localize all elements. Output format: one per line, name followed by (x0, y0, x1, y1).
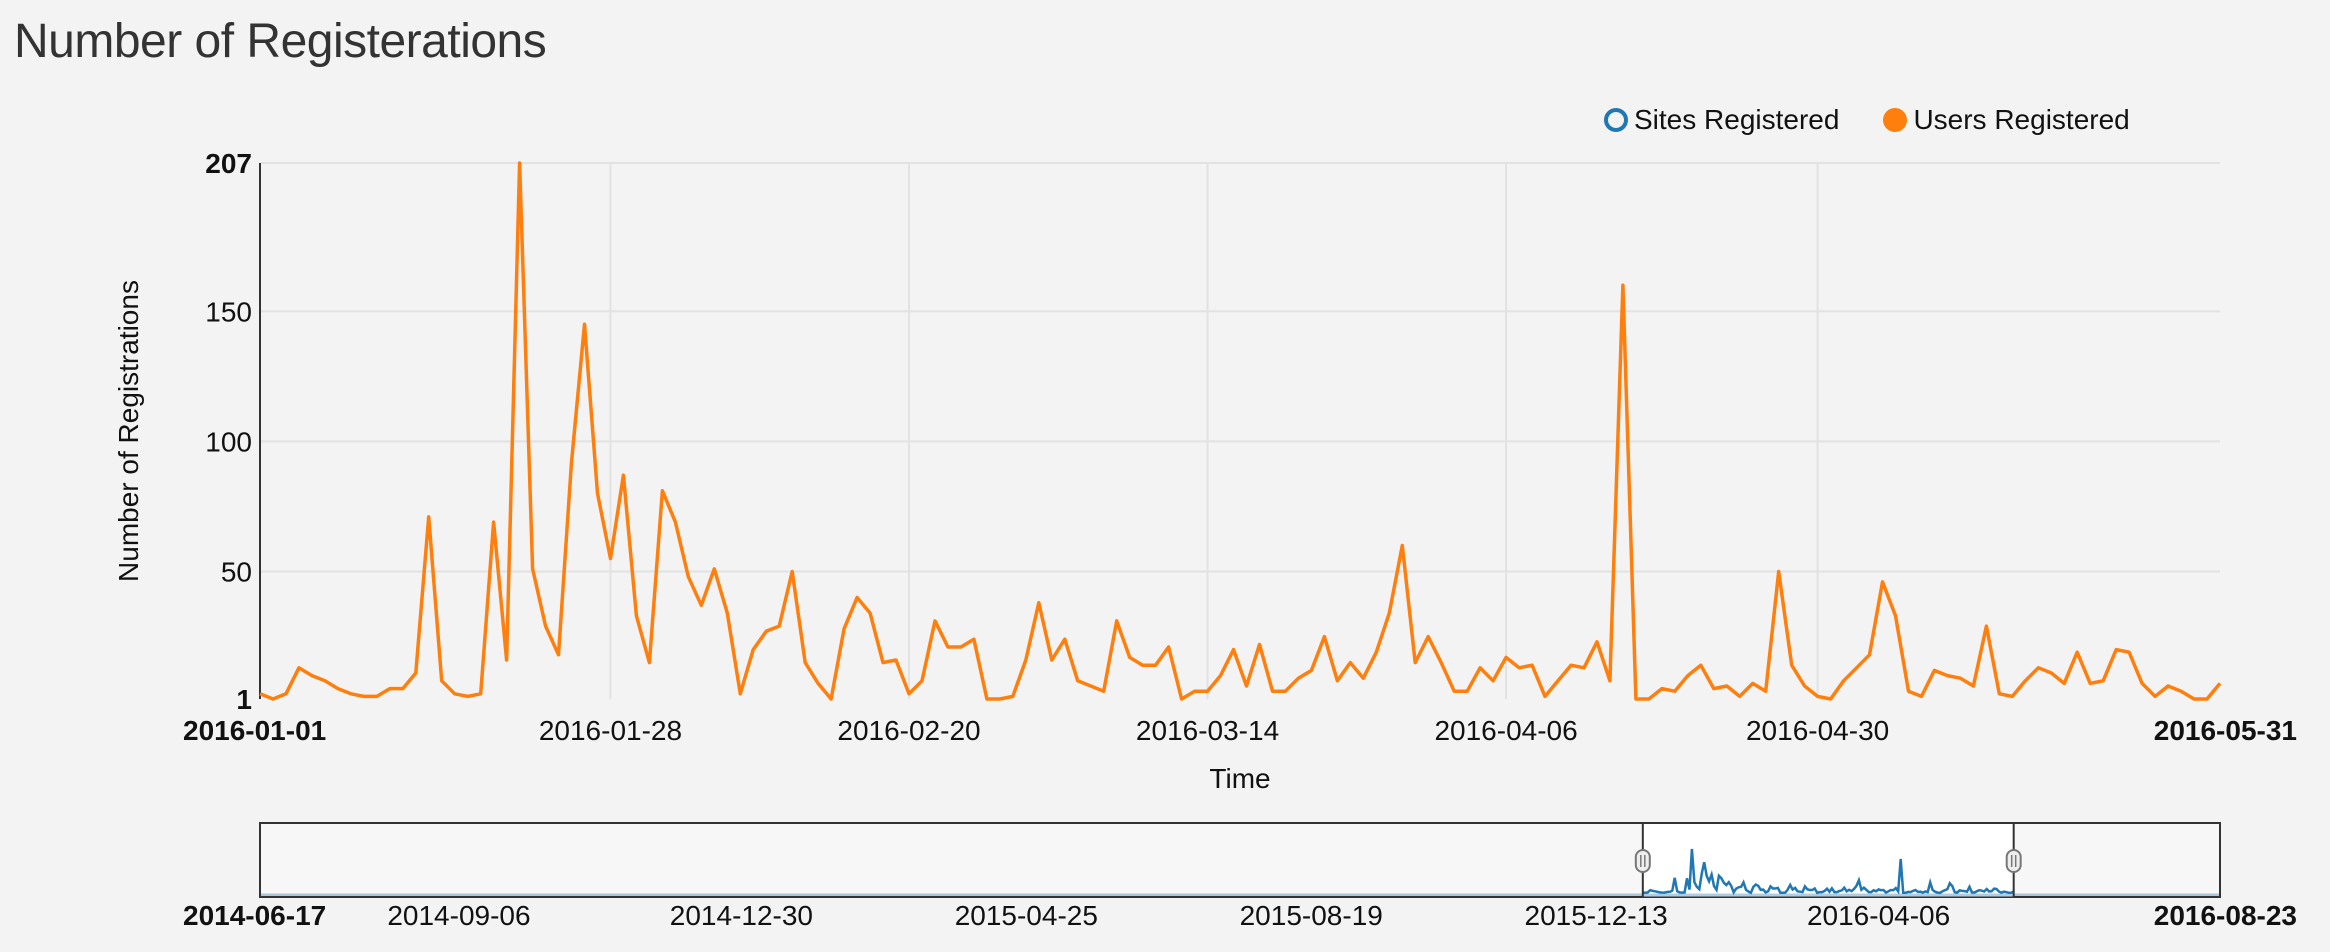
x-tick-label: 2016-04-06 (1434, 715, 1577, 746)
navigator-tick-label: 2015-04-25 (955, 900, 1098, 931)
range-navigator[interactable]: 2014-06-17 2014-09-06 2014-12-30 2015-04-25… (183, 822, 2297, 931)
x-tick-label: 2016-01-01 (183, 715, 326, 746)
x-tick-label: 2016-04-30 (1746, 715, 1889, 746)
x-tick-label: 2016-02-20 (837, 715, 980, 746)
y-tick-label: 150 (205, 296, 252, 327)
legend-item-sites-registered[interactable]: Sites Registered (1604, 104, 1839, 136)
handle-grip-icon (1634, 849, 1651, 873)
legend-marker-users-icon (1883, 108, 1908, 132)
navigator-tick-label: 2015-12-13 (1525, 900, 1668, 931)
x-tick-label: 2016-03-14 (1136, 715, 1279, 746)
navigator-mask-left (259, 822, 1644, 898)
handle-grip-icon (2005, 849, 2022, 873)
page-title: Number of Registerations (14, 15, 547, 68)
legend-marker-sites-icon (1604, 108, 1628, 132)
navigator-handle-right[interactable] (2005, 849, 2022, 873)
y-tick-label: 50 (221, 557, 252, 588)
x-tick-label: 2016-01-28 (539, 715, 682, 746)
navigator-mask-right (2012, 822, 2221, 898)
grid-lines (260, 162, 2220, 699)
legend-label-sites: Sites Registered (1634, 104, 1840, 135)
chart-legend: Sites Registered Users Registered (1604, 104, 2174, 136)
y-tick-label: 207 (205, 148, 252, 179)
navigator-frame (259, 822, 2221, 898)
series-layer (259, 161, 2222, 701)
navigator-tick-label: 2014-12-30 (670, 900, 813, 931)
navigator-tick-label: 2015-08-19 (1240, 900, 1383, 931)
legend-item-users-registered[interactable]: Users Registered (1883, 104, 2130, 136)
navigator-series-line (1642, 848, 2015, 896)
y-axis-title: Number of Registrations (113, 280, 144, 582)
navigator-handle-left[interactable] (1634, 849, 1651, 873)
y-tick-label: 100 (205, 426, 252, 457)
x-tick-label: 2016-05-31 (2154, 715, 2297, 746)
navigator-tick-label: 2014-06-17 (183, 900, 326, 931)
navigator-tick-label: 2016-08-23 (2154, 900, 2297, 931)
legend-label-users: Users Registered (1913, 104, 2130, 135)
series-line-users-registered (259, 161, 2222, 701)
navigator-tick-label: 2016-04-06 (1807, 900, 1950, 931)
navigator-tick-label: 2014-09-06 (387, 900, 530, 931)
y-tick-label: 1 (236, 684, 252, 715)
x-axis-title: Time (1209, 763, 1270, 794)
